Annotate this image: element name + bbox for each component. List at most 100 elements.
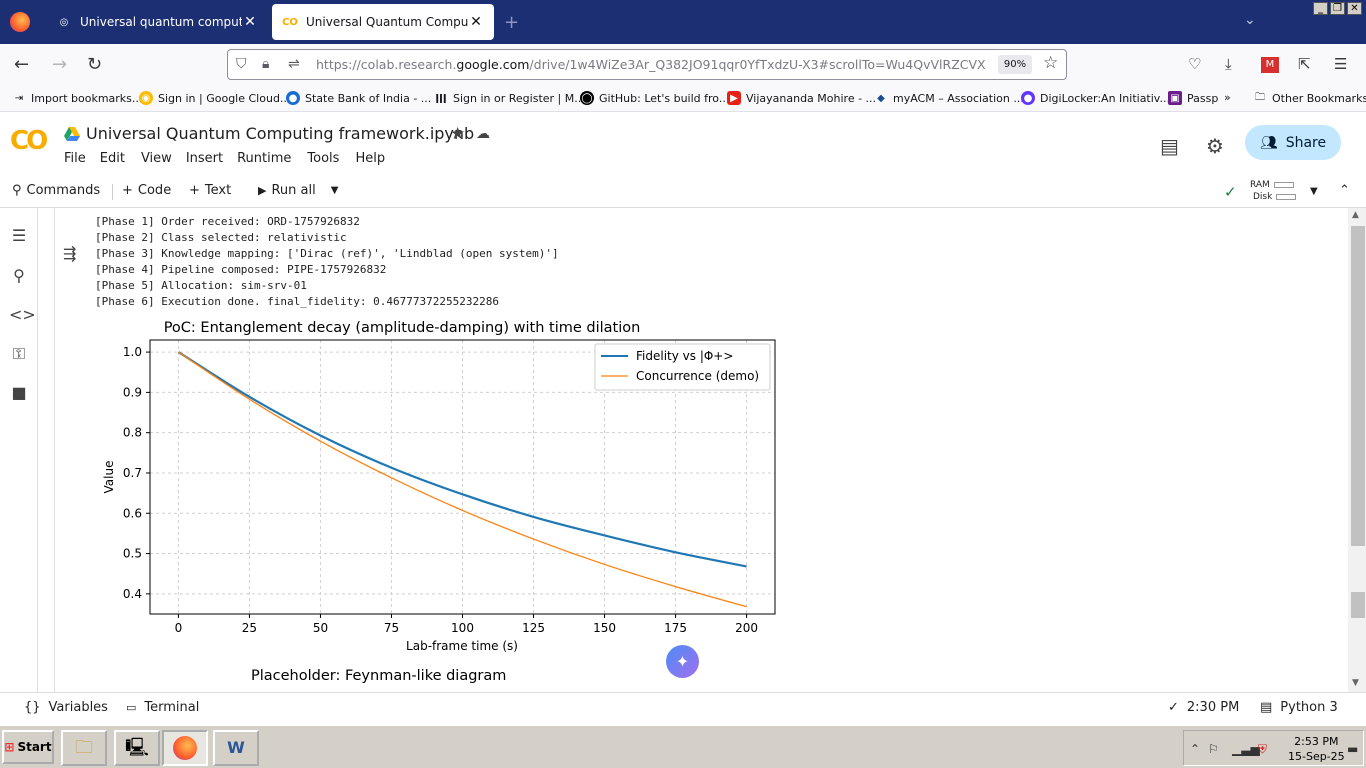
colab-icon: CO [282, 16, 298, 28]
bookmark-item[interactable]: ⇥ Import bookmarks... [12, 91, 143, 105]
menu-file[interactable]: File [64, 151, 86, 166]
system-tray: ⌃ ⚐ ▁▃▅ ⛨ 2:53 PM 15-Sep-25 ▬ [1183, 730, 1364, 766]
show-desktop-icon[interactable]: ▬ [1347, 742, 1359, 756]
code-snippets-icon[interactable]: <> [9, 305, 36, 324]
bookmark-item[interactable]: ▶ Vijayananda Mohire - ... [727, 91, 876, 105]
restore-icon[interactable]: ❐ [1330, 2, 1345, 15]
runtime-indicator[interactable]: ▤ Python 3 [1260, 700, 1338, 715]
scroll-down-icon[interactable]: ▼ [1352, 678, 1359, 688]
close-icon[interactable]: ✕ [470, 14, 482, 30]
pocket-icon[interactable]: ♡ [1188, 55, 1202, 73]
add-text-button[interactable]: + Text [189, 183, 232, 198]
x-tick-label: 50 [313, 621, 328, 635]
menu-view[interactable]: View [140, 151, 172, 166]
permissions-icon[interactable]: ⇌ [288, 56, 300, 72]
menu-tools[interactable]: Tools [307, 151, 340, 166]
chevron-down-icon[interactable]: ⌄ [1244, 12, 1256, 28]
bookmark-item[interactable]: ◆ myACM – Association ... [874, 91, 1024, 105]
bars-icon: ǀǀǀ [435, 92, 447, 104]
x-tick-label: 175 [664, 621, 687, 635]
shield-icon[interactable]: ⛉ [236, 56, 247, 72]
variables-button[interactable]: {} Variables [24, 700, 108, 715]
close-window-icon[interactable]: ✕ [1347, 2, 1362, 15]
back-arrow-icon[interactable]: ← [14, 54, 30, 75]
word-taskbar-button[interactable]: W [213, 730, 259, 766]
flag-icon[interactable]: ⚐ [1208, 742, 1219, 756]
chevron-up-icon[interactable]: ⌃ [1339, 183, 1350, 198]
chevron-up-icon[interactable]: ⌃ [1190, 742, 1201, 756]
star-icon[interactable]: ★ [450, 124, 466, 144]
y-tick-label: 0.8 [123, 426, 142, 440]
hamburger-menu-icon[interactable]: ☰ [1334, 55, 1348, 73]
menu-help[interactable]: Help [355, 151, 386, 166]
plus-icon[interactable]: + [504, 12, 520, 33]
scrollbar-thumb-secondary[interactable] [1351, 592, 1365, 618]
google-drive-icon[interactable] [64, 127, 80, 141]
zoom-level[interactable]: 90% [998, 55, 1032, 74]
browser-tab-inactive[interactable]: ◎ Universal quantum computer overview ✕ [46, 4, 268, 40]
tab-title: Universal quantum computer overview [80, 15, 242, 29]
tab-title: Universal Quantum Computing framework.ip… [306, 15, 468, 29]
menu-insert[interactable]: Insert [185, 151, 224, 166]
vertical-scrollbar[interactable]: ▲ ▼ [1348, 208, 1366, 692]
gemini-sparkle-icon[interactable]: ✦ [666, 645, 699, 678]
reload-icon[interactable]: ↻ [87, 54, 103, 75]
scrollbar-thumb[interactable] [1351, 226, 1365, 546]
divider [112, 184, 113, 200]
app-button[interactable]: 🖳︎ [114, 730, 160, 766]
cloud-saved-icon[interactable]: ☁ [476, 126, 490, 142]
run-all-button[interactable]: ▶ Run all ▼ [258, 183, 339, 198]
bookmark-folder[interactable]: 🗀︎ Other Bookmarks [1255, 91, 1366, 105]
gear-icon[interactable]: ⚙ [1206, 134, 1224, 158]
menu-edit[interactable]: Edit [99, 151, 125, 166]
start-button[interactable]: ⊞ Start [2, 730, 54, 764]
security-icon[interactable]: ⛨ [1258, 742, 1268, 756]
series-lines [177, 351, 747, 608]
notebook-title[interactable]: Universal Quantum Computing framework.ip… [86, 124, 475, 143]
bookmark-item[interactable]: ● State Bank of India - ... [286, 91, 431, 105]
find-icon[interactable]: ⚲ [13, 266, 25, 285]
scroll-up-icon[interactable]: ▲ [1352, 210, 1359, 220]
firefox-taskbar-button[interactable] [162, 730, 208, 766]
url-bar[interactable]: ⛉ 🔒︎ ⇌ https://colab.research.google.com… [227, 49, 1067, 80]
clock[interactable]: 2:53 PM 15-Sep-25 [1288, 735, 1345, 763]
bookmark-item[interactable]: ǀǀǀ Sign in or Register | M... [435, 91, 585, 105]
share-page-icon[interactable]: ⇱ [1298, 55, 1311, 73]
bookmark-item[interactable]: ● DigiLocker:An Initiativ... [1021, 91, 1170, 105]
table-of-contents-icon[interactable]: ☰ [11, 226, 27, 245]
browser-tab-active[interactable]: CO Universal Quantum Computing framework… [272, 4, 494, 40]
menu-runtime[interactable]: Runtime [237, 151, 292, 166]
execution-status[interactable]: ✓ 2:30 PM [1168, 700, 1240, 715]
share-button[interactable]: 👥︎ Share [1245, 125, 1341, 160]
more-bookmarks-icon[interactable]: » [1224, 91, 1231, 104]
forward-arrow-icon[interactable]: → [52, 54, 68, 75]
output-line: [Phase 2] Class selected: relativistic [95, 231, 347, 244]
key-icon[interactable]: ⚿ [12, 344, 26, 363]
file-explorer-button[interactable]: 🗀︎ [61, 730, 107, 766]
bookmark-star-icon[interactable]: ☆ [1043, 53, 1059, 73]
output-toggle-icon[interactable]: ⇶ [63, 244, 77, 263]
terminal-button[interactable]: ▭ Terminal [126, 700, 200, 715]
bookmark-item[interactable]: ◯ GitHub: Let's build fro... [580, 91, 730, 105]
download-icon[interactable]: ⤓ [1225, 55, 1232, 73]
minimize-icon[interactable]: _ [1313, 2, 1328, 15]
bookmark-item[interactable]: ▣ Passp [1168, 91, 1218, 105]
terminal-icon: ▭ [126, 701, 137, 714]
firefox-icon[interactable] [10, 12, 30, 32]
chevron-down-icon[interactable]: ▼ [1310, 186, 1318, 197]
extension-icon[interactable]: M [1261, 57, 1279, 73]
lock-icon[interactable]: 🔒︎ [262, 56, 270, 72]
add-code-button[interactable]: + Code [122, 183, 172, 198]
url-text[interactable]: https://colab.research.google.com/drive/… [316, 57, 986, 72]
resource-monitor[interactable]: RAM Disk [1250, 179, 1297, 203]
colab-logo[interactable]: CO [10, 126, 48, 156]
network-signal-icon[interactable]: ▁▃▅ [1232, 742, 1260, 756]
close-icon[interactable]: ✕ [244, 14, 256, 30]
commands-button[interactable]: ⚲ Commands [12, 183, 101, 198]
y-tick-label: 0.9 [123, 385, 142, 399]
comment-icon[interactable]: ▤ [1160, 134, 1179, 158]
bookmark-item[interactable]: ◉ Sign in | Google Cloud... [139, 91, 290, 105]
chevron-down-icon[interactable]: ▼ [330, 185, 339, 196]
folder-icon[interactable]: ■ [11, 383, 27, 402]
legend-box [594, 343, 771, 391]
